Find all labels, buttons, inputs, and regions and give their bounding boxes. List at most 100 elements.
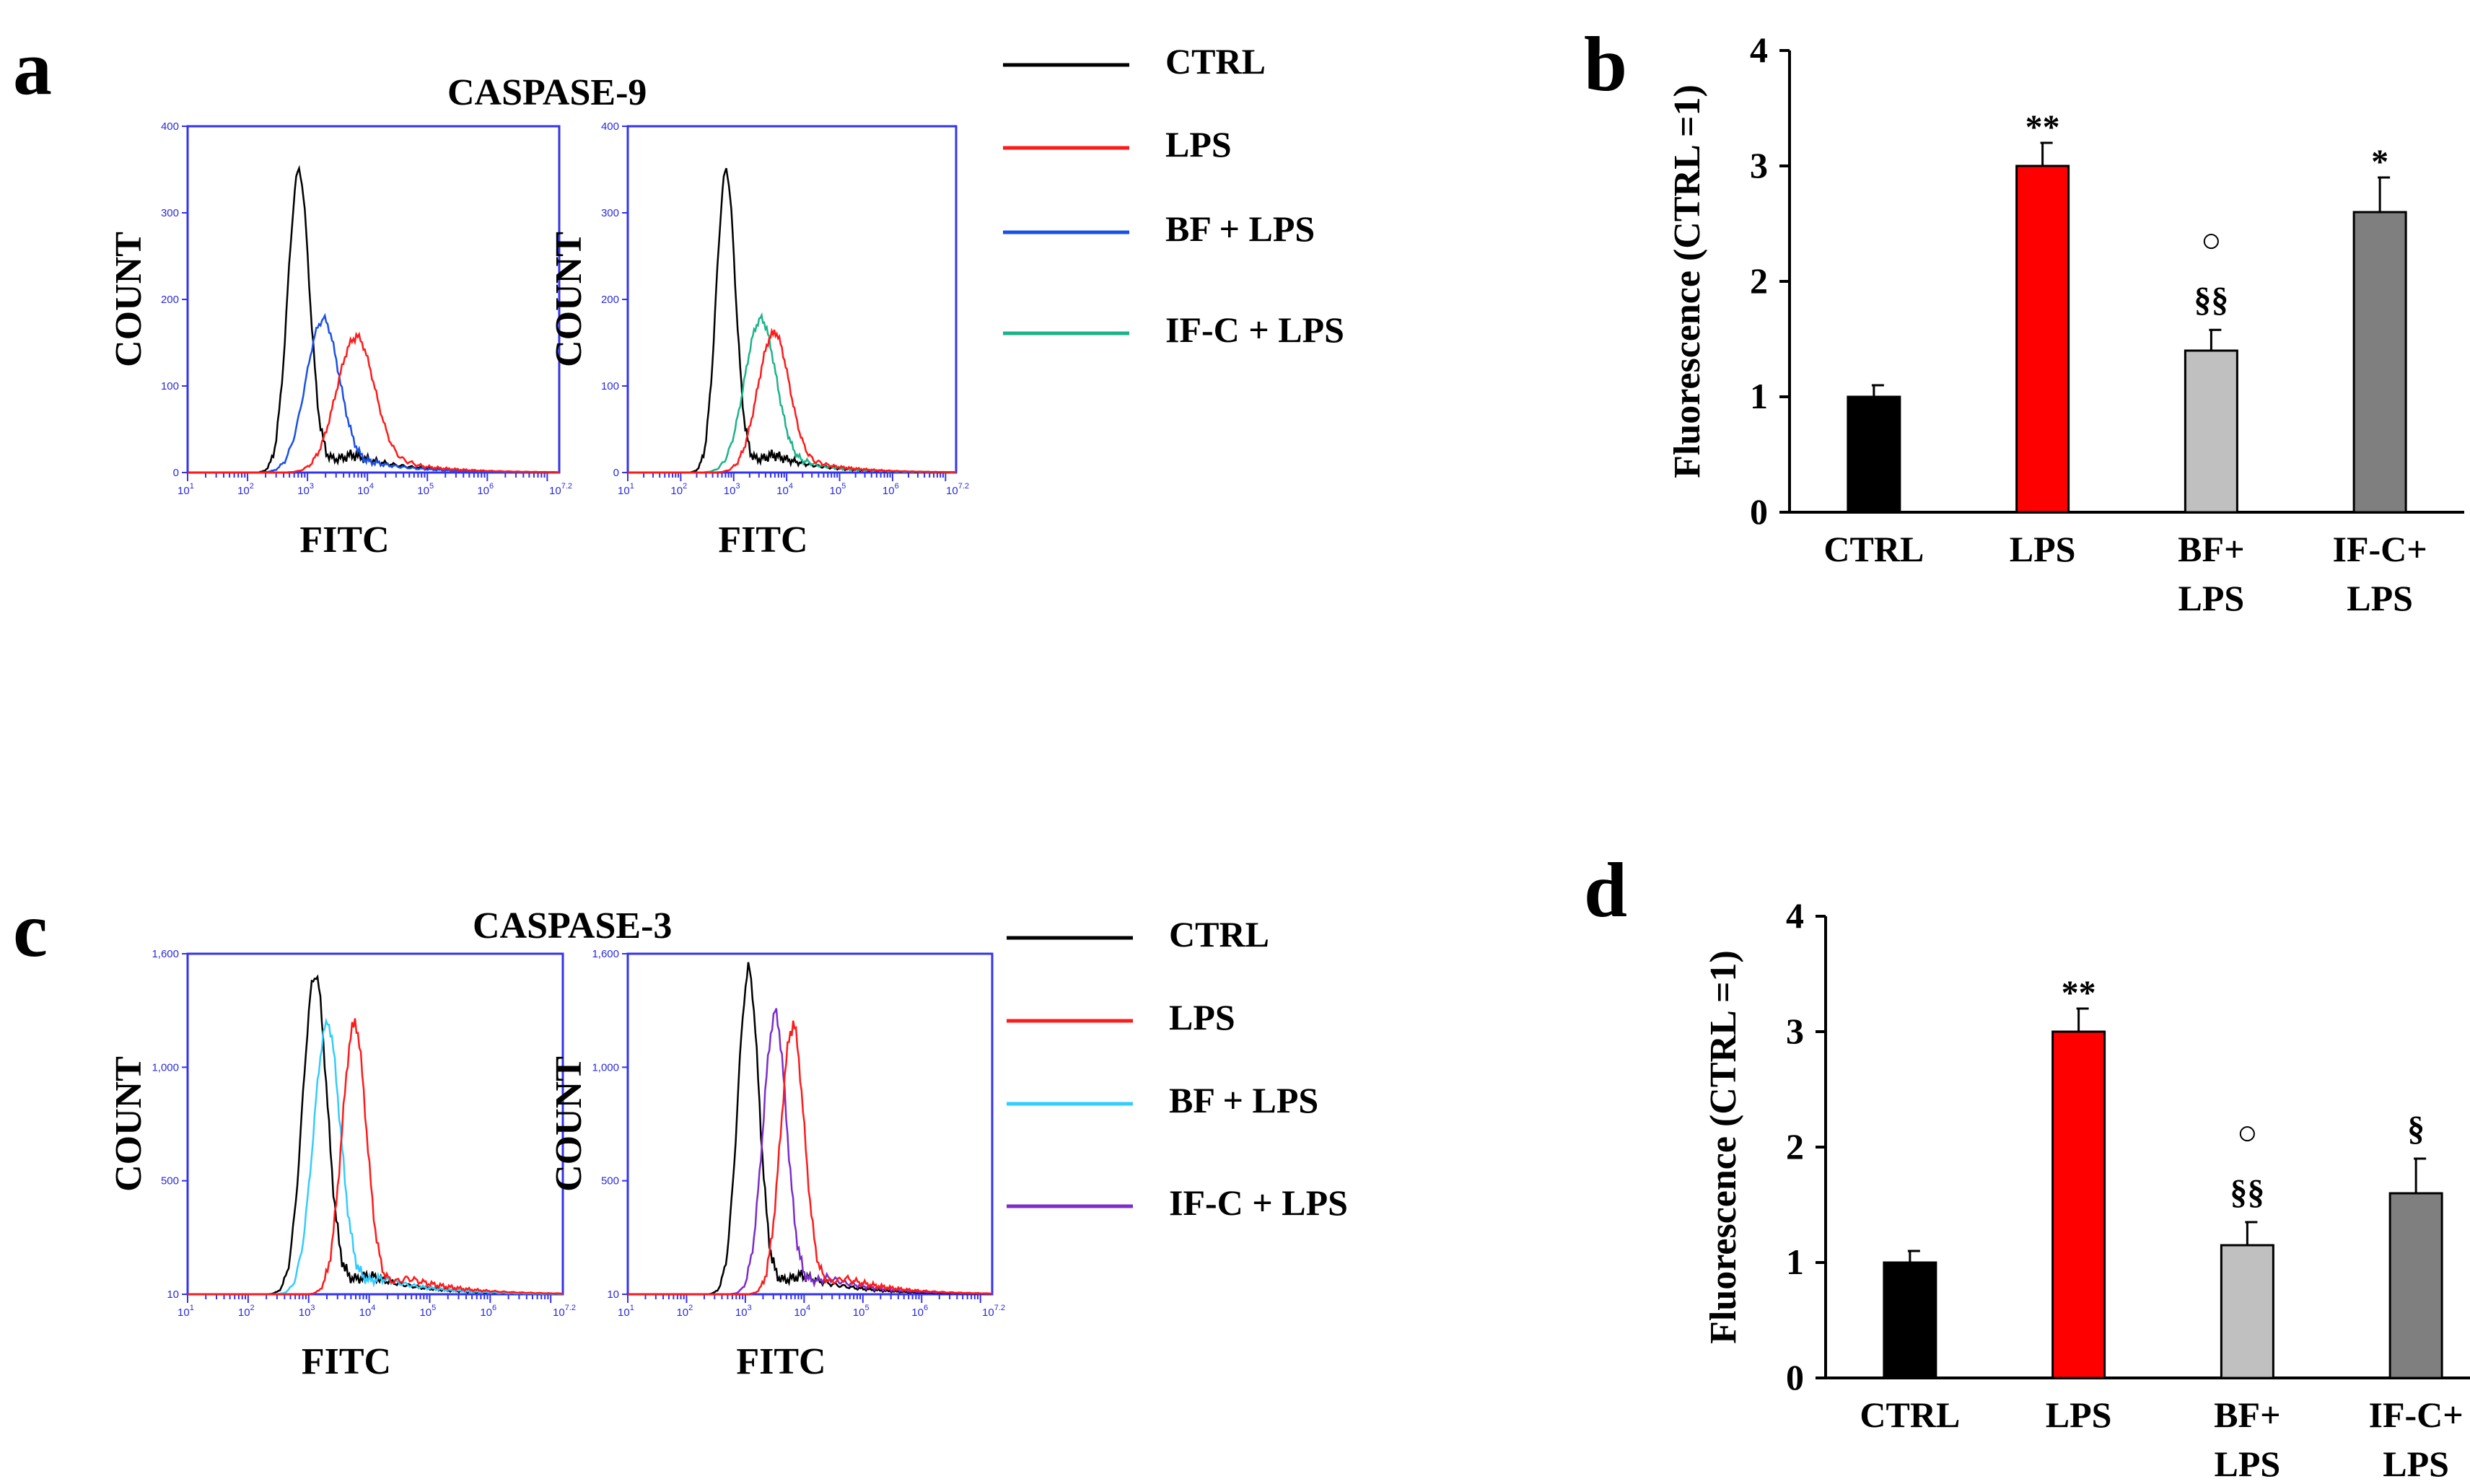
category-label: LPS <box>2347 578 2413 618</box>
x-tick-label: 106 <box>480 1304 496 1319</box>
histograms-caspase3: 1,600 1,000 500 10 101 102 103 104 105 106 107.2 CO… <box>108 948 1005 1382</box>
legend-label: BF + LPS <box>1169 1080 1318 1120</box>
fluorescence-axis-label: Fluorescence (CTRL =1) <box>1703 950 1744 1344</box>
fitc-axis-label: FITC <box>718 519 807 561</box>
x-tick-label: 104 <box>359 1304 376 1319</box>
histogram-curve-ctrl <box>628 962 993 1296</box>
x-tick-label: 101 <box>178 482 194 497</box>
category-label: LPS <box>2215 1444 2281 1484</box>
y-tick-label: 1,600 <box>592 948 619 960</box>
y-tick-label: 3 <box>1750 145 1768 185</box>
x-tick-label: 105 <box>417 482 434 497</box>
x-tick-label: 102 <box>670 482 687 497</box>
significance-mark: ** <box>2062 974 2096 1012</box>
category-label: CTRL <box>1823 529 1924 569</box>
x-tick-label: 103 <box>297 482 314 497</box>
histogram-frame <box>186 125 561 474</box>
y-tick-label: 10 <box>167 1288 179 1301</box>
y-tick-label: 200 <box>601 294 619 306</box>
category-label: IF-C+ <box>2369 1395 2464 1435</box>
panel-letter-b: b <box>1584 22 1627 107</box>
bar-chart-b: 0 1 2 3 4 Fluorescence (CTRL =1) CTRL ** LPS §§ ○ B… <box>1667 30 2464 618</box>
legend-label: IF-C + LPS <box>1169 1182 1348 1223</box>
x-tick-label: 105 <box>853 1304 870 1319</box>
legend-label: CTRL <box>1169 914 1269 954</box>
y-tick-label: 100 <box>601 380 619 392</box>
x-tick-label: 106 <box>883 482 899 497</box>
x-tick-label: 103 <box>299 1304 315 1319</box>
significance-mark: § <box>2407 1110 2425 1148</box>
x-tick-label: 102 <box>237 482 254 497</box>
count-axis-label: COUNT <box>548 1056 590 1192</box>
histogram-curve-bf-lps <box>188 1017 564 1296</box>
x-tick-label: 106 <box>477 482 494 497</box>
histogram-frame <box>626 952 994 1296</box>
histogram-curve-ctrl <box>628 167 957 474</box>
bar-lps <box>2015 164 2070 514</box>
y-tick-label: 0 <box>1786 1357 1804 1397</box>
significance-mark: §§ <box>2194 281 2228 319</box>
y-tick-label: 1,600 <box>152 948 179 960</box>
fitc-axis-label: FITC <box>299 519 389 561</box>
count-axis-label: COUNT <box>108 232 149 367</box>
legend-label: LPS <box>1169 997 1235 1037</box>
y-tick-label: 2 <box>1750 260 1768 301</box>
legend-label: LPS <box>1165 124 1232 164</box>
caspase3-title: CASPASE-3 <box>473 905 672 947</box>
y-tick-label: 0 <box>1750 491 1768 532</box>
histogram-curve-bf-lps <box>188 312 560 474</box>
histogram-curve-if-c-lps <box>628 1008 993 1296</box>
x-tick-label: 107.2 <box>982 1304 1005 1319</box>
legend-caspase9: CTRL LPS BF + LPS IF-C + LPS <box>1003 41 1344 350</box>
panel-letter-c: c <box>13 887 48 973</box>
bar-ctrl <box>1883 1261 1937 1379</box>
histograms-caspase9: 400 300 200 100 0 101 102 103 104 105 106 107.2 COUN… <box>108 120 969 561</box>
legend-caspase3: CTRL LPS BF + LPS IF-C + LPS <box>1007 914 1348 1223</box>
category-label: LPS <box>2010 529 2076 569</box>
significance-mark: ○ <box>2237 1114 2258 1152</box>
y-tick-label: 500 <box>601 1175 619 1187</box>
category-label: LPS <box>2046 1395 2112 1435</box>
histogram-curve-lps <box>628 1020 993 1296</box>
significance-mark: ** <box>2026 108 2060 146</box>
bar-lps <box>2051 1030 2106 1379</box>
y-tick-label: 4 <box>1786 895 1804 936</box>
histogram-curve-ctrl <box>188 974 564 1296</box>
significance-mark: ○ <box>2201 221 2222 260</box>
legend-label: BF + LPS <box>1165 208 1315 249</box>
histogram-frame <box>626 125 958 474</box>
bar-ctrl <box>1847 395 1901 514</box>
x-tick-label: 101 <box>178 1304 194 1319</box>
x-tick-label: 103 <box>735 1304 752 1319</box>
x-tick-label: 107.2 <box>946 482 969 497</box>
fitc-axis-label: FITC <box>736 1341 825 1382</box>
x-tick-label: 107.2 <box>553 1304 576 1319</box>
y-tick-label: 1,000 <box>592 1061 619 1074</box>
fluorescence-axis-label: Fluorescence (CTRL =1) <box>1667 84 1708 478</box>
legend-label: CTRL <box>1165 41 1266 82</box>
x-tick-label: 107.2 <box>549 482 572 497</box>
category-label: LPS <box>2178 578 2245 618</box>
x-tick-label: 104 <box>794 1304 810 1319</box>
y-tick-label: 1,000 <box>152 1061 179 1074</box>
y-tick-label: 200 <box>161 294 179 306</box>
histogram-curve-lps <box>628 327 957 474</box>
category-label: CTRL <box>1860 1395 1960 1435</box>
count-axis-label: COUNT <box>548 232 590 367</box>
y-tick-label: 100 <box>161 380 179 392</box>
x-tick-label: 104 <box>776 482 793 497</box>
count-axis-label: COUNT <box>108 1056 149 1192</box>
panel-letter-d: d <box>1584 848 1627 934</box>
histogram-curve-if-c-lps <box>628 312 957 474</box>
y-tick-label: 1 <box>1750 376 1768 416</box>
x-tick-label: 101 <box>618 1304 634 1319</box>
y-tick-label: 0 <box>613 467 619 479</box>
x-tick-label: 101 <box>618 482 634 497</box>
x-tick-label: 106 <box>911 1304 928 1319</box>
category-label: BF+ <box>2178 529 2244 569</box>
y-tick-label: 0 <box>173 467 179 479</box>
category-label: IF-C+ <box>2333 529 2427 569</box>
x-tick-label: 105 <box>830 482 846 497</box>
y-tick-label: 500 <box>161 1175 179 1187</box>
